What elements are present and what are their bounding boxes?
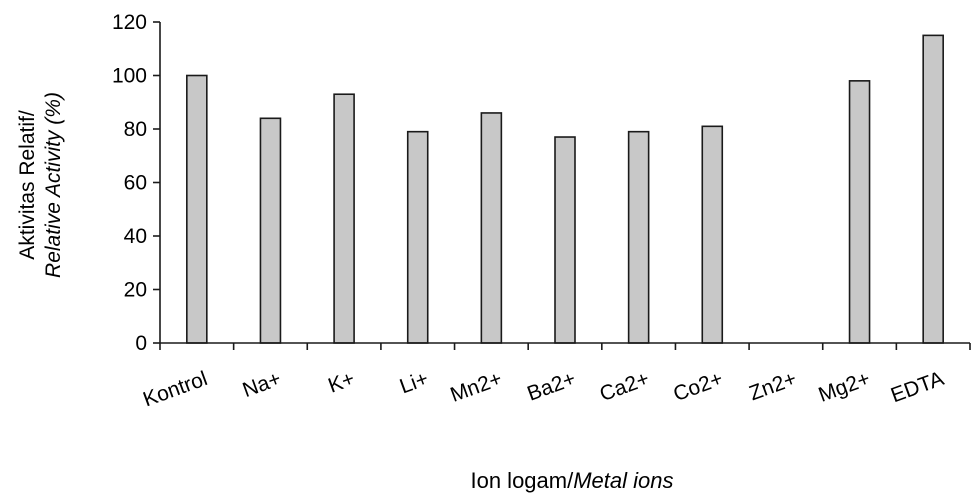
bar-liplus <box>406 130 429 344</box>
bar-ba2plus <box>554 136 576 344</box>
y-tick-label: 20 <box>124 279 147 302</box>
y-tick-label: 60 <box>124 172 147 195</box>
x-category-label: Ca2+ <box>597 367 653 406</box>
bar-kontrol <box>186 74 208 344</box>
y-tick-label: 0 <box>135 332 147 355</box>
y-axis-label: Aktivitas Relatif/ Relative Activity (%) <box>16 92 65 278</box>
bar-ca2plus <box>627 130 650 344</box>
x-category-label: EDTA <box>888 367 947 407</box>
y-tick-label: 40 <box>124 225 147 248</box>
bar-edta <box>922 34 944 344</box>
bar-co2plus <box>701 125 724 344</box>
x-category-label: Mn2+ <box>447 367 505 407</box>
y-axis-label-line1: Aktivitas Relatif/ <box>16 110 39 260</box>
x-axis-title-italic: Metal ions <box>573 468 673 493</box>
y-axis-label-line2: Relative Activity (%) <box>42 92 65 278</box>
x-category-label: Zn2+ <box>746 367 799 405</box>
y-tick-label: 100 <box>112 65 147 88</box>
x-axis-title-main: Ion logam/ <box>470 468 574 493</box>
bar-naplus <box>259 117 282 344</box>
bar-kplus <box>333 93 355 344</box>
y-axis: 0 20 40 60 80 100 120 <box>112 11 161 355</box>
x-category-label: K+ <box>325 367 358 398</box>
x-category-label: Ba2+ <box>524 367 579 406</box>
x-axis-title: Ion logam/Metal ions <box>470 468 673 493</box>
bars <box>186 34 944 344</box>
y-tick-label: 120 <box>112 11 147 34</box>
x-category-label: Kontrol <box>140 367 210 411</box>
x-axis: Kontrol Na+ K+ Li+ Mn2+ Ba2+ Ca2+ Co2+ Zn2+ Mg2+ E… <box>140 342 971 411</box>
x-category-label: Li+ <box>397 367 432 398</box>
y-tick-label: 80 <box>124 118 147 141</box>
x-category-label: Na+ <box>240 367 285 402</box>
bar-mn2plus <box>480 112 503 344</box>
bar-mg2plus <box>848 80 871 344</box>
x-category-label: Co2+ <box>670 367 726 406</box>
x-category-label: Mg2+ <box>815 367 873 407</box>
